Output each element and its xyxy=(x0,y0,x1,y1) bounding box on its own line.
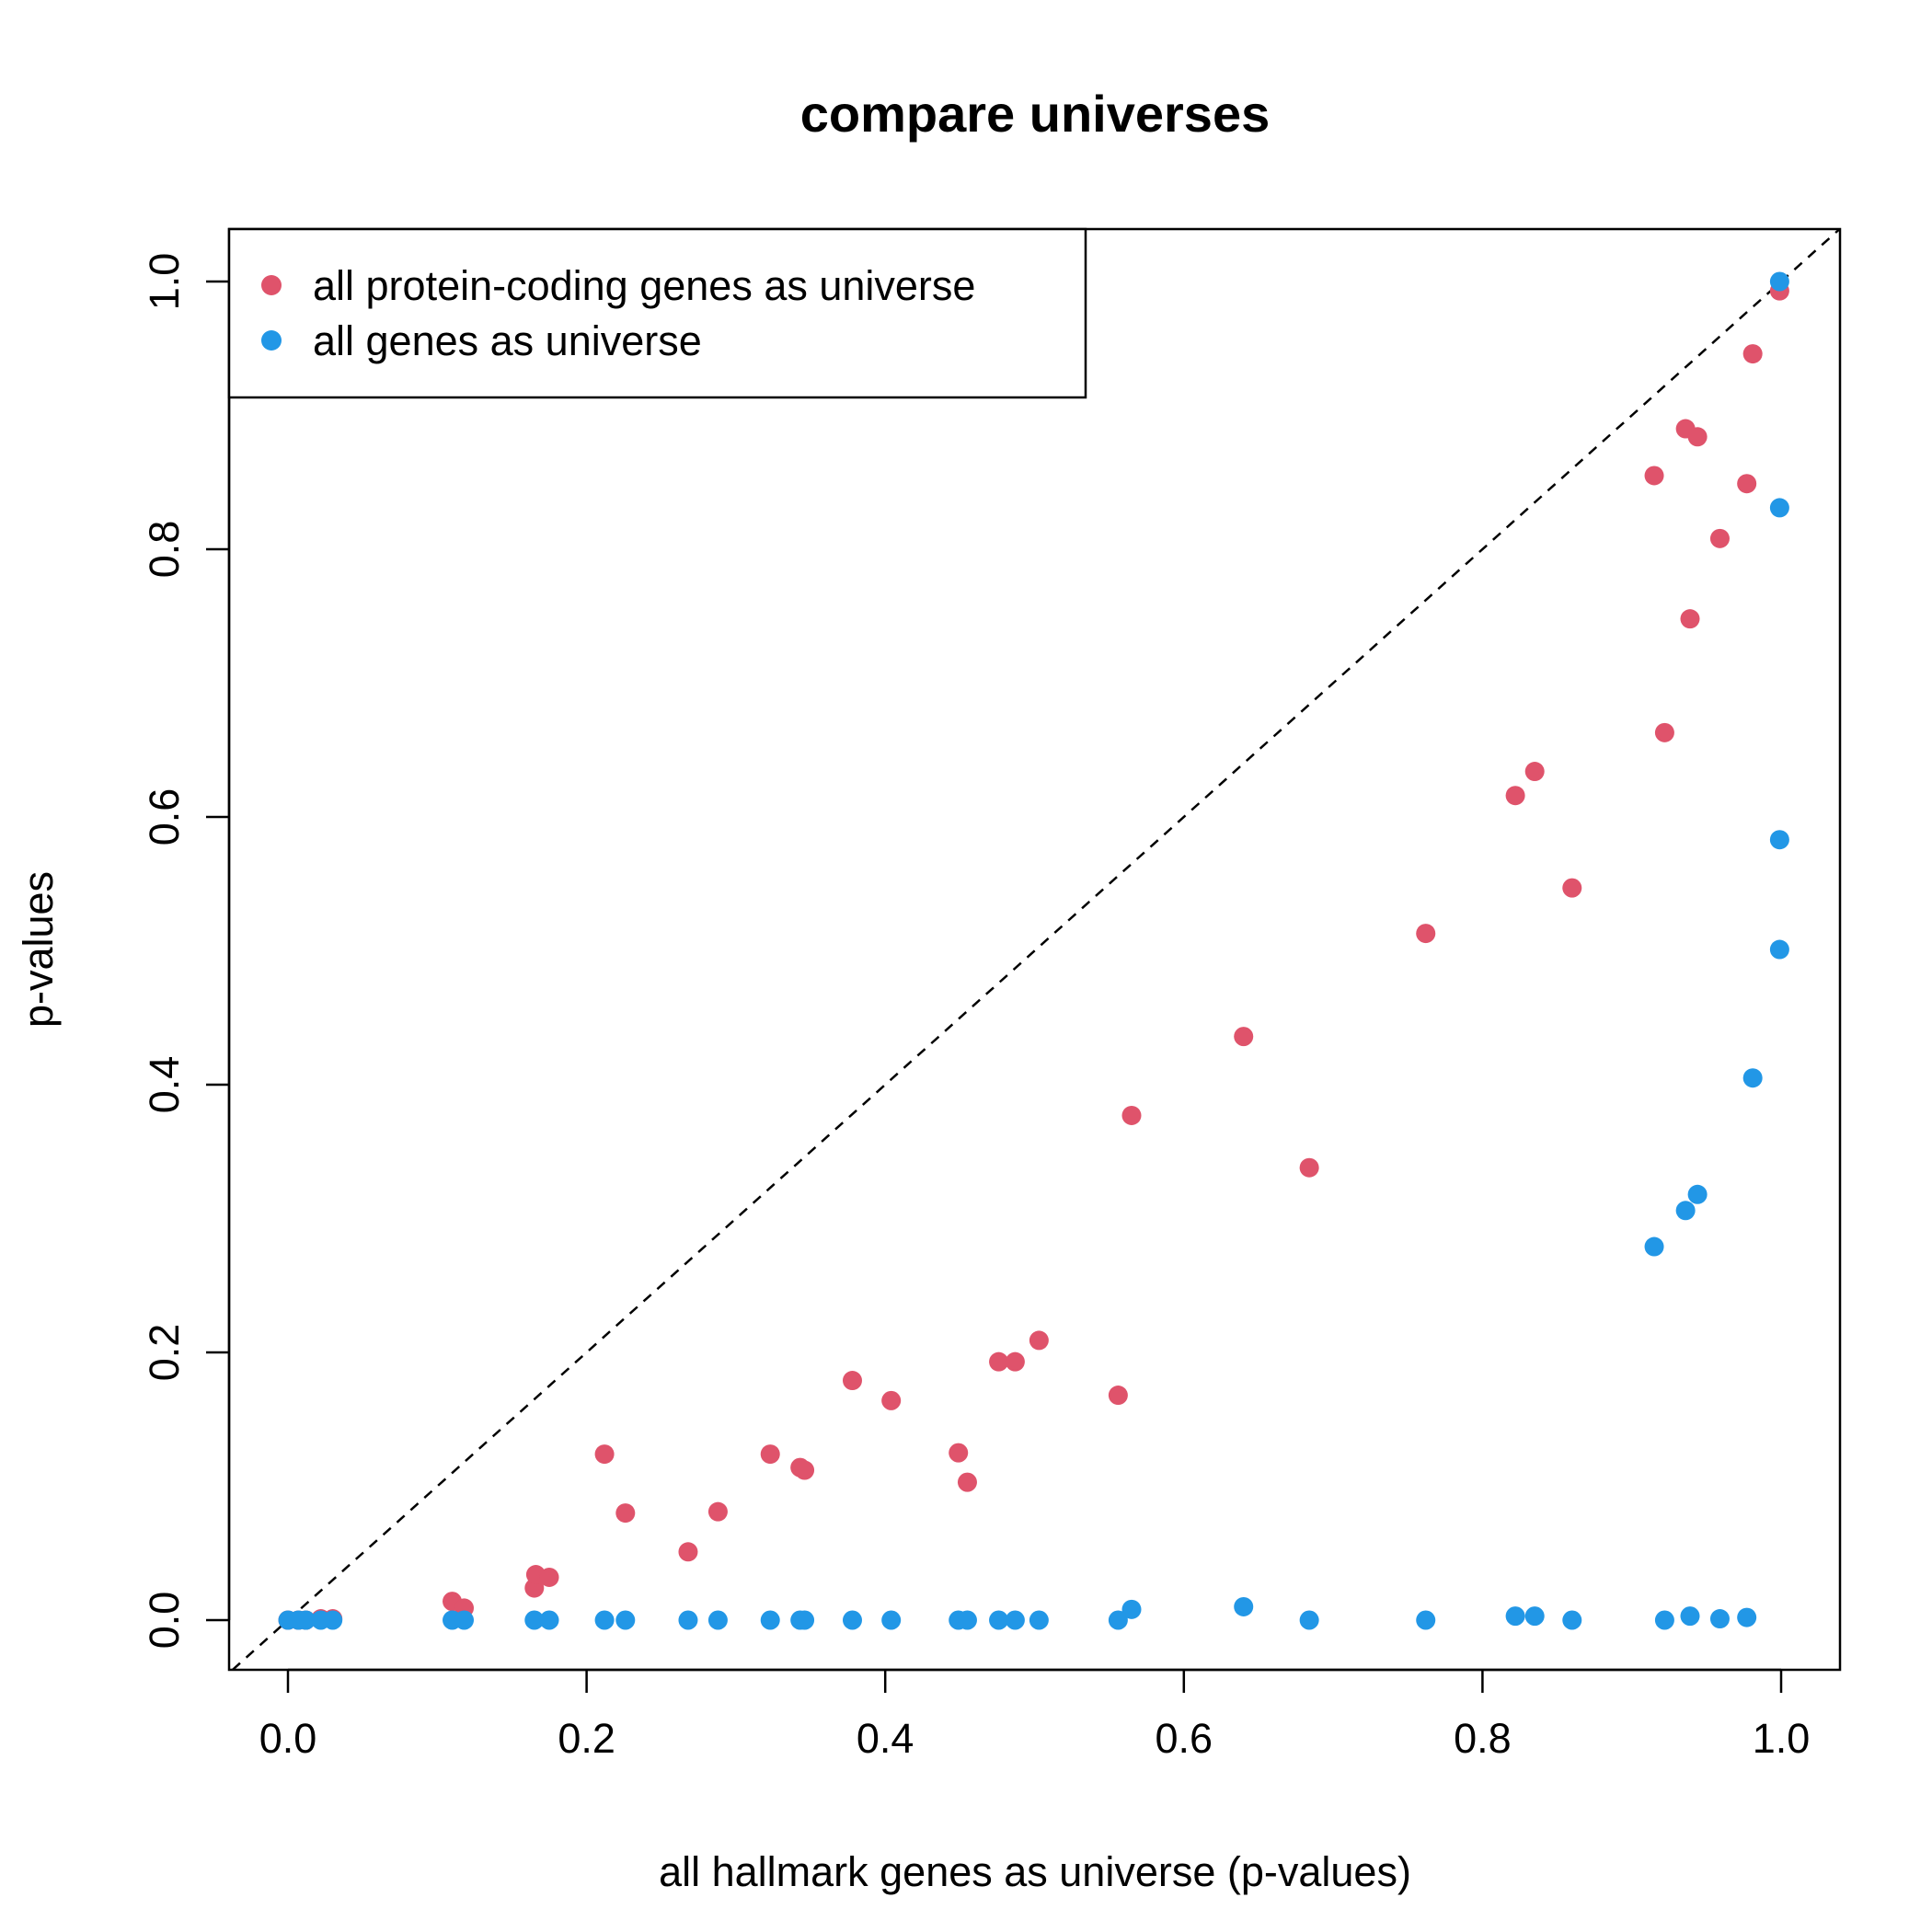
series-0 xyxy=(278,281,1789,1630)
data-point xyxy=(1108,1610,1128,1630)
data-point xyxy=(957,1472,977,1492)
data-point xyxy=(1029,1610,1049,1630)
data-point xyxy=(615,1503,636,1524)
data-point xyxy=(989,1610,1009,1630)
data-point xyxy=(1108,1386,1128,1406)
data-point xyxy=(1654,1610,1674,1630)
data-point xyxy=(949,1443,969,1463)
data-point xyxy=(1644,1236,1664,1257)
x-tick-label: 0.6 xyxy=(1156,1715,1213,1762)
data-point xyxy=(1709,528,1730,548)
data-point xyxy=(760,1444,780,1465)
data-point xyxy=(1121,1599,1142,1619)
data-point xyxy=(1675,1201,1696,1221)
data-point xyxy=(795,1460,815,1480)
data-point xyxy=(1687,427,1708,447)
data-point xyxy=(678,1542,698,1562)
data-point xyxy=(1524,762,1545,782)
legend-label-protein-coding: all protein-coding genes as universe xyxy=(313,262,975,309)
chart-title: compare universes xyxy=(800,85,1270,143)
data-point xyxy=(539,1610,559,1630)
data-point xyxy=(842,1610,862,1630)
series-1 xyxy=(278,271,1789,1630)
data-point xyxy=(1769,939,1789,960)
data-point xyxy=(678,1610,698,1630)
data-point xyxy=(1742,1068,1763,1088)
data-point xyxy=(1769,498,1789,518)
x-axis: 0.0 0.2 0.4 0.6 0.8 1.0 xyxy=(259,1668,1811,1762)
x-tick-label: 0.4 xyxy=(857,1715,914,1762)
data-point xyxy=(1416,924,1436,944)
y-tick-label: 0.8 xyxy=(141,521,188,579)
legend-box xyxy=(227,227,1087,399)
y-tick-label: 0.2 xyxy=(141,1324,188,1382)
y-tick-label: 0.6 xyxy=(141,788,188,846)
y-tick-label: 0.0 xyxy=(141,1592,188,1650)
x-tick-label: 1.0 xyxy=(1753,1715,1811,1762)
data-point xyxy=(881,1390,902,1410)
data-point xyxy=(1709,1609,1730,1629)
data-point xyxy=(1562,1610,1582,1630)
data-point xyxy=(1121,1105,1142,1125)
data-point xyxy=(1562,878,1582,898)
data-point xyxy=(707,1501,728,1522)
x-tick-label: 0.2 xyxy=(558,1715,615,1762)
data-point xyxy=(1299,1157,1319,1178)
data-point xyxy=(1416,1610,1436,1630)
y-tick-label: 0.4 xyxy=(141,1056,188,1114)
data-point xyxy=(1680,609,1700,629)
points-layer xyxy=(278,271,1789,1630)
data-point xyxy=(957,1610,977,1630)
data-point xyxy=(1234,1027,1254,1047)
data-point xyxy=(323,1610,343,1630)
data-point xyxy=(539,1567,559,1587)
y-tick-label: 1.0 xyxy=(141,253,188,311)
legend-marker-all-genes xyxy=(261,330,282,351)
data-point xyxy=(1680,1606,1700,1627)
data-point xyxy=(594,1610,615,1630)
data-point xyxy=(1769,271,1789,292)
data-point xyxy=(1644,466,1664,486)
data-point xyxy=(1234,1596,1254,1616)
data-point xyxy=(795,1610,815,1630)
data-point xyxy=(881,1610,902,1630)
data-point xyxy=(1737,474,1757,494)
data-point xyxy=(1005,1610,1025,1630)
data-point xyxy=(1505,1606,1525,1627)
data-point xyxy=(1687,1184,1708,1204)
data-point xyxy=(1737,1607,1757,1627)
data-point xyxy=(1005,1351,1025,1372)
data-point xyxy=(615,1610,636,1630)
data-point xyxy=(524,1610,545,1630)
plot-frame xyxy=(227,227,1842,1672)
data-point xyxy=(1769,830,1789,850)
data-point xyxy=(707,1610,728,1630)
y-axis-label: p-values xyxy=(15,871,62,1028)
data-point xyxy=(454,1610,475,1630)
legend-label-all-genes: all genes as universe xyxy=(313,317,702,364)
data-point xyxy=(1742,344,1763,364)
data-point xyxy=(1029,1330,1049,1351)
reference-line-layer xyxy=(231,228,1841,1671)
data-point xyxy=(989,1351,1009,1372)
x-tick-label: 0.8 xyxy=(1454,1715,1512,1762)
data-point xyxy=(594,1444,615,1465)
legend-marker-protein-coding xyxy=(261,275,282,295)
x-tick-label: 0.0 xyxy=(259,1715,317,1762)
data-point xyxy=(842,1371,862,1391)
y-axis: 0.0 0.2 0.4 0.6 0.8 1.0 xyxy=(141,253,231,1650)
data-point xyxy=(760,1610,780,1630)
x-axis-label: all hallmark genes as universe (p-values… xyxy=(659,1848,1411,1895)
data-point xyxy=(1299,1610,1319,1630)
reference-line xyxy=(231,228,1841,1671)
legend: all protein-coding genes as universe all… xyxy=(227,227,1087,399)
data-point xyxy=(1654,722,1674,742)
data-point xyxy=(1524,1606,1545,1627)
data-point xyxy=(295,1610,316,1630)
data-point xyxy=(1505,786,1525,806)
